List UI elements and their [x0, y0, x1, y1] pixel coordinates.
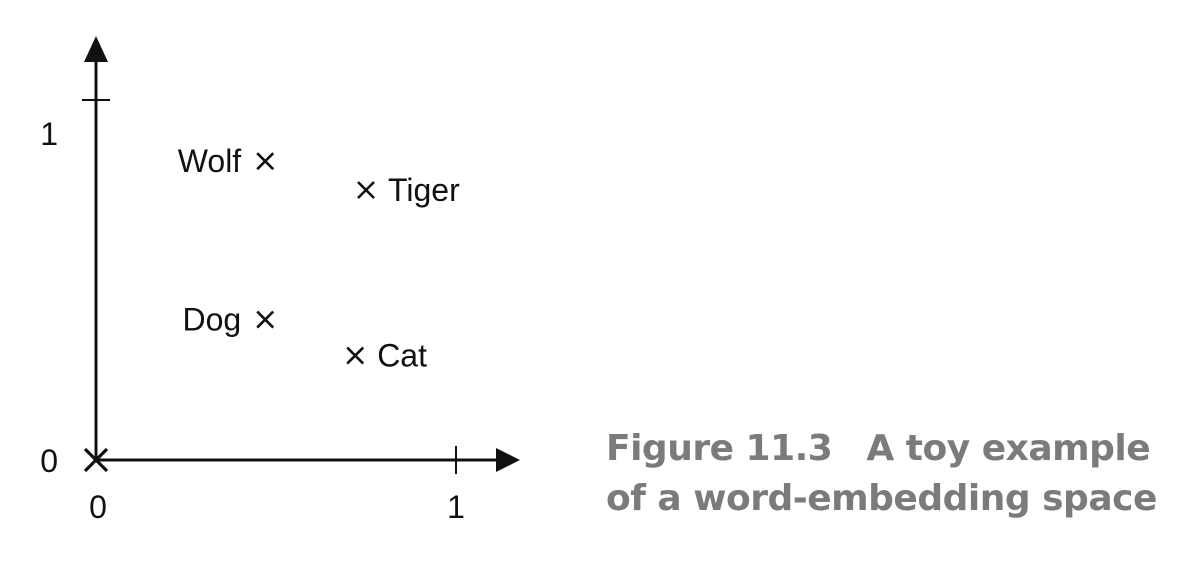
origin-marker — [83, 447, 109, 473]
point-marker-stroke-b — [256, 310, 275, 329]
point-marker-stroke-b — [346, 346, 365, 365]
y-tick-label: 1 — [40, 116, 58, 152]
point-label-tiger: Tiger — [388, 172, 460, 208]
point-label-wolf: Wolf — [178, 143, 242, 179]
caption-line-1: Figure 11.3 A toy example — [606, 424, 1157, 474]
x-tick-label: 1 — [447, 489, 465, 525]
figure-number: Figure 11.3 — [606, 428, 833, 469]
data-point-dog — [256, 310, 275, 329]
data-point-tiger — [357, 181, 375, 199]
x-axis-arrow — [496, 448, 520, 472]
axes — [83, 36, 520, 473]
word-embedding-chart: 0 1 0 1 Wolf Tiger Dog Cat — [40, 36, 520, 525]
point-marker-stroke-b — [357, 181, 375, 199]
y-axis-arrow — [84, 36, 108, 62]
y-tick-label: 0 — [40, 443, 58, 479]
figure-caption: Figure 11.3 A toy example of a word-embed… — [606, 424, 1157, 524]
x-tick-label: 0 — [89, 489, 107, 525]
point-label-cat: Cat — [377, 338, 427, 374]
caption-text-1: A toy example — [866, 428, 1151, 469]
data-point-wolf — [256, 152, 275, 171]
origin-marker-stroke-b — [83, 447, 109, 473]
point-marker-stroke-b — [256, 152, 275, 171]
caption-line-2: of a word-embedding space — [606, 478, 1157, 519]
data-point-cat — [346, 346, 365, 365]
point-label-dog: Dog — [182, 302, 241, 338]
ticks: 0 1 0 1 — [40, 99, 465, 525]
data-points: Wolf Tiger Dog Cat — [178, 143, 460, 373]
